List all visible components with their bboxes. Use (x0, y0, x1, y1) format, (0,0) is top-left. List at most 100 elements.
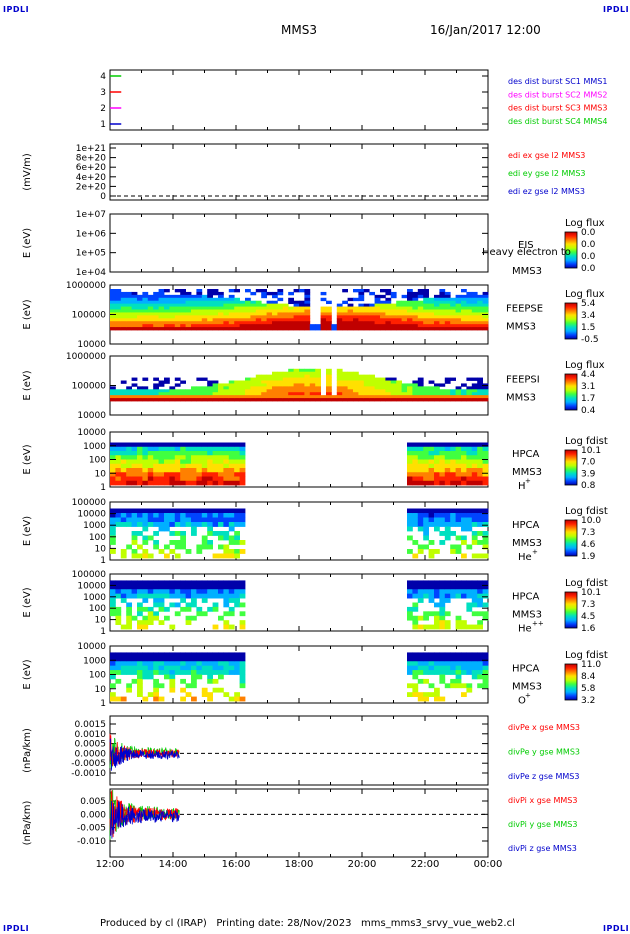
heatmap-cell (250, 321, 257, 325)
heatmap-cell (347, 324, 354, 328)
heatmap-cell (126, 318, 132, 322)
heatmap-cell (439, 611, 446, 617)
heatmap-cell (353, 289, 359, 293)
heatmap-cell (185, 442, 192, 448)
heatmap-cell (423, 472, 429, 477)
heatmap-cell (223, 593, 230, 599)
heatmap-cell (191, 661, 197, 667)
heatmap-cell (326, 300, 332, 305)
heatmap-cell (471, 306, 478, 310)
heatmap-cell (434, 611, 440, 617)
heatmap-cell (126, 661, 132, 667)
heatmap-cell (126, 480, 132, 486)
heatmap-cell (266, 383, 273, 387)
heatmap-cell (342, 289, 348, 293)
heatmap-cell (390, 315, 397, 319)
heatmap-cell (444, 661, 451, 667)
heatmap-cell (471, 398, 478, 402)
heatmap-cell (131, 665, 138, 671)
heatmap-cell (417, 398, 424, 402)
heatmap-cell (207, 383, 213, 387)
heatmap-cell (450, 468, 456, 473)
heatmap-cell (120, 670, 127, 675)
heatmap-cell (174, 442, 181, 448)
heatmap-cell (407, 300, 413, 305)
heatmap-cell (223, 446, 230, 452)
heatmap-cell (461, 522, 467, 527)
heatmap-cell (169, 306, 176, 310)
colorbar-tick-label: 8.4 (581, 672, 596, 682)
heatmap-cell (185, 522, 192, 527)
heatmap-cell (428, 517, 435, 523)
heatmap-cell (164, 589, 170, 595)
y-tick-label: -0.010 (77, 837, 106, 847)
heatmap-cell (228, 386, 235, 390)
heatmap-cell (239, 459, 246, 465)
heatmap-cell (239, 652, 246, 658)
heatmap-cell (369, 386, 375, 390)
heatmap-cell (304, 392, 311, 396)
heatmap-cell (234, 395, 240, 399)
heatmap-cell (417, 309, 424, 313)
x-tick-label: 12:00 (96, 859, 125, 870)
y-tick-label: 1000 (83, 656, 106, 666)
heatmap-cell (223, 513, 230, 518)
heatmap-cell (207, 389, 213, 393)
heatmap-cell (169, 451, 176, 456)
heatmap-cell (272, 398, 278, 402)
heatmap-cell (417, 544, 424, 550)
heatmap-cell (137, 386, 143, 390)
heatmap-cell (185, 468, 192, 473)
x-tick-label: 16:00 (222, 859, 251, 870)
heatmap-cell (471, 318, 478, 322)
heatmap-cell (158, 526, 165, 532)
heatmap-cell (196, 593, 203, 599)
heatmap-cell (374, 386, 381, 390)
heatmap-cell (369, 321, 375, 325)
heatmap-cell (142, 606, 149, 612)
heatmap-cell (191, 324, 197, 328)
heatmap-cell (466, 624, 473, 630)
heatmap-cell (126, 309, 132, 313)
heatmap-cell (153, 656, 159, 662)
heatmap-cell (390, 306, 397, 310)
heatmap-cell (461, 540, 467, 545)
heatmap-cell (374, 321, 381, 325)
heatmap-cell (110, 692, 116, 697)
heatmap-cell (234, 553, 240, 559)
heatmap-cell (196, 294, 203, 299)
heatmap-cell (299, 371, 305, 376)
heatmap-cell (174, 309, 181, 313)
heatmap-cell (455, 674, 462, 680)
y-tick-label: 10000 (77, 510, 106, 520)
heatmap-cell (180, 291, 186, 296)
heatmap-cell (477, 683, 483, 689)
heatmap-cell (228, 661, 235, 667)
heatmap-cell (207, 291, 213, 296)
heatmap-cell (299, 374, 305, 378)
heatmap-cell (428, 395, 435, 399)
heatmap-cell (234, 670, 240, 675)
heatmap-cell (477, 513, 483, 518)
heatmap-cell (126, 468, 132, 473)
heatmap-cell (266, 321, 273, 325)
heatmap-cell (218, 674, 224, 680)
heatmap-cell (272, 294, 278, 299)
heatmap-cell (412, 517, 419, 523)
heatmap-cell (142, 321, 149, 325)
heatmap-cell (439, 291, 446, 296)
heatmap-cell (228, 303, 235, 307)
y-tick-label: 100000 (72, 498, 107, 508)
heatmap-cell (137, 480, 143, 486)
heatmap-cell (412, 589, 419, 595)
y-axis-label: (nPa/km) (22, 728, 33, 773)
heatmap-cell (417, 446, 424, 452)
heatmap-cell (369, 377, 375, 381)
heatmap-cell (450, 522, 456, 527)
heatmap-cell (326, 324, 332, 328)
heatmap-cell (212, 318, 219, 322)
heatmap-cell (196, 661, 203, 667)
heatmap-cell (147, 611, 154, 617)
heatmap-cell (304, 289, 311, 293)
heatmap-cell (444, 517, 451, 523)
